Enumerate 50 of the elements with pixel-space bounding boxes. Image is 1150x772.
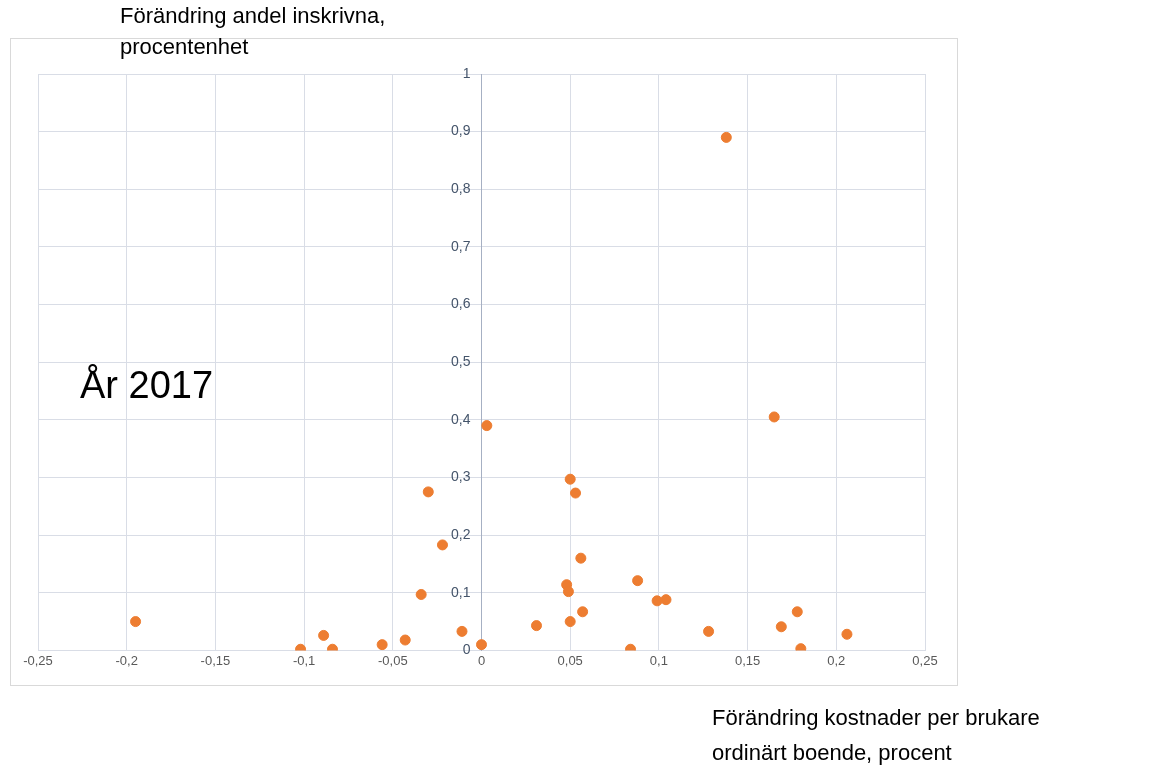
point (481, 420, 493, 432)
point (376, 639, 388, 651)
point (575, 552, 587, 564)
x-tick-label: -0,25 (23, 652, 53, 668)
annotation: År 2017 (80, 364, 214, 407)
x-tick-label: 0 (477, 652, 486, 668)
x-tick-label: 0,2 (827, 652, 846, 668)
y-tick-label: 0,3 (451, 468, 471, 485)
y-tick-label: 0,4 (451, 410, 471, 427)
y-axis-title: Förändring andel inskrivna, procentenhet (120, 2, 387, 61)
x-tick-label: 0,25 (912, 652, 938, 668)
y-tick-label: 1 (462, 64, 471, 81)
point (530, 620, 542, 632)
y-tick-label: 0,9 (451, 122, 471, 139)
y-tick-label: 0,2 (451, 525, 471, 542)
point (632, 575, 644, 587)
point (422, 486, 434, 498)
y-tick-label: 0,1 (451, 583, 471, 600)
point (415, 588, 427, 600)
y-tick-label: 0,5 (451, 353, 471, 370)
point (703, 625, 715, 637)
point (660, 594, 672, 606)
point (720, 131, 732, 143)
point (562, 586, 574, 598)
point (456, 625, 468, 637)
x-tick-label: -0,1 (292, 652, 316, 668)
point (768, 411, 780, 423)
point (564, 616, 576, 628)
point (476, 639, 487, 651)
x-tick-label: -0,05 (377, 652, 408, 668)
point (570, 487, 582, 499)
x-tick-label: 0,1 (649, 652, 668, 668)
x-tick-label: -0,15 (200, 652, 231, 668)
y-tick-label: 0,6 (451, 295, 471, 312)
y-tick-label: 0,8 (451, 180, 471, 197)
point (399, 634, 411, 646)
point (651, 595, 663, 607)
y-tick-label: 0,7 (451, 237, 471, 254)
point (130, 616, 142, 628)
point (436, 539, 448, 551)
point (841, 628, 853, 640)
point (577, 606, 589, 618)
x-axis-title: Förändring kostnader per brukare ordinärt boende, procent (712, 704, 1041, 767)
x-tick-label: -0,2 (115, 652, 138, 668)
point (318, 629, 330, 641)
x-tick-label: 0,05 (557, 652, 583, 668)
x-tick-label: 0,15 (734, 652, 761, 668)
point (564, 473, 576, 485)
point (791, 606, 803, 618)
point (775, 621, 787, 633)
